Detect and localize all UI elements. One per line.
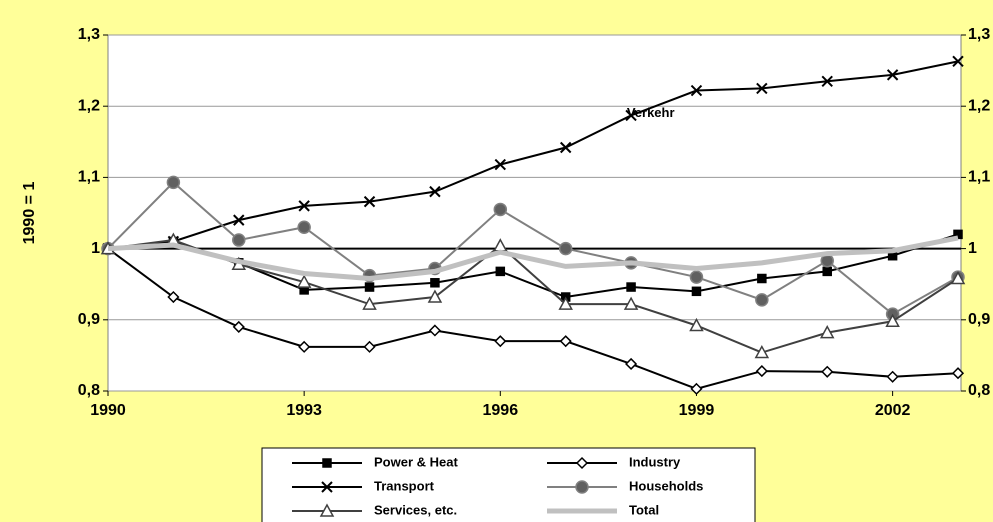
data-point [689,317,704,332]
data-point [363,195,376,208]
data-point [232,320,245,333]
data-point [885,313,900,327]
data-point [558,241,573,256]
data-point [296,274,312,288]
data-point [362,296,377,310]
data-point [690,382,703,395]
data-point [821,75,833,87]
data-point [819,325,835,339]
data-point [298,340,311,353]
data-point [493,202,508,217]
data-point [757,273,767,284]
data-point [952,55,964,68]
data-point [756,82,768,95]
series-line [107,235,959,282]
series-line [107,247,959,390]
data-point [755,293,769,307]
legend-label: Power & Heat [374,454,458,469]
data-point [950,270,966,285]
x-tick-label: 1996 [483,402,519,419]
data-point [430,278,440,288]
y2-tick-label: 1 [968,240,977,257]
legend-label: Services, etc. [374,502,457,517]
series-line [107,239,959,354]
data-point [689,270,704,284]
data-point [755,365,768,378]
legend-marker [322,458,332,468]
data-point [951,367,965,380]
data-point [428,324,441,337]
legend-box [261,447,756,522]
series-line [107,60,959,250]
y2-tick-label: 1,2 [968,97,990,114]
annotation: Verkehr [627,105,675,120]
legend-marker [319,503,335,517]
data-point [754,344,770,359]
data-point [558,296,573,310]
data-point [626,282,636,292]
series-line [107,181,959,316]
y-tick-label: 0,9 [78,311,100,328]
data-point [364,282,375,292]
y2-tick-label: 0,9 [968,311,990,328]
data-point [363,340,376,353]
legend-label: Industry [629,454,681,469]
y-tick-label: 1,1 [78,169,100,186]
y-tick-label: 1,3 [78,26,100,43]
data-point [233,214,245,226]
x-tick-label: 1999 [679,402,715,419]
data-point [625,109,637,122]
y-tick-label: 1 [91,240,100,257]
x-tick-label: 1990 [90,402,126,419]
x-tick-label: 1993 [286,402,322,419]
y2-tick-label: 0,8 [968,382,990,399]
y-tick-label: 1,2 [78,97,100,114]
plot-area [107,34,962,392]
y-axis-label: 1990 = 1 [21,182,38,245]
data-point [427,289,443,303]
data-point [623,296,639,310]
data-point [167,290,180,304]
data-point [822,266,832,277]
legend-marker [575,456,589,470]
y2-tick-label: 1,1 [968,169,990,186]
data-point [494,335,507,348]
data-point [886,370,899,383]
data-point [495,266,506,277]
data-point [559,335,572,348]
x-tick-label: 2002 [875,402,911,419]
legend-label: Transport [374,478,435,493]
data-point [429,185,441,198]
data-point [297,220,311,234]
legend-label: Households [629,478,703,493]
data-point [166,175,181,190]
data-point [232,233,246,247]
data-point [298,200,310,212]
data-point [559,141,572,154]
data-point [691,286,702,297]
y-tick-label: 0,8 [78,382,100,399]
data-point [494,158,507,171]
data-point [690,84,703,97]
data-point [886,69,899,81]
y2-tick-label: 1,3 [968,26,990,43]
legend-marker [321,481,333,493]
legend-marker [575,480,589,494]
data-point [821,365,834,378]
data-point [625,357,638,371]
legend-label: Total [629,502,659,517]
